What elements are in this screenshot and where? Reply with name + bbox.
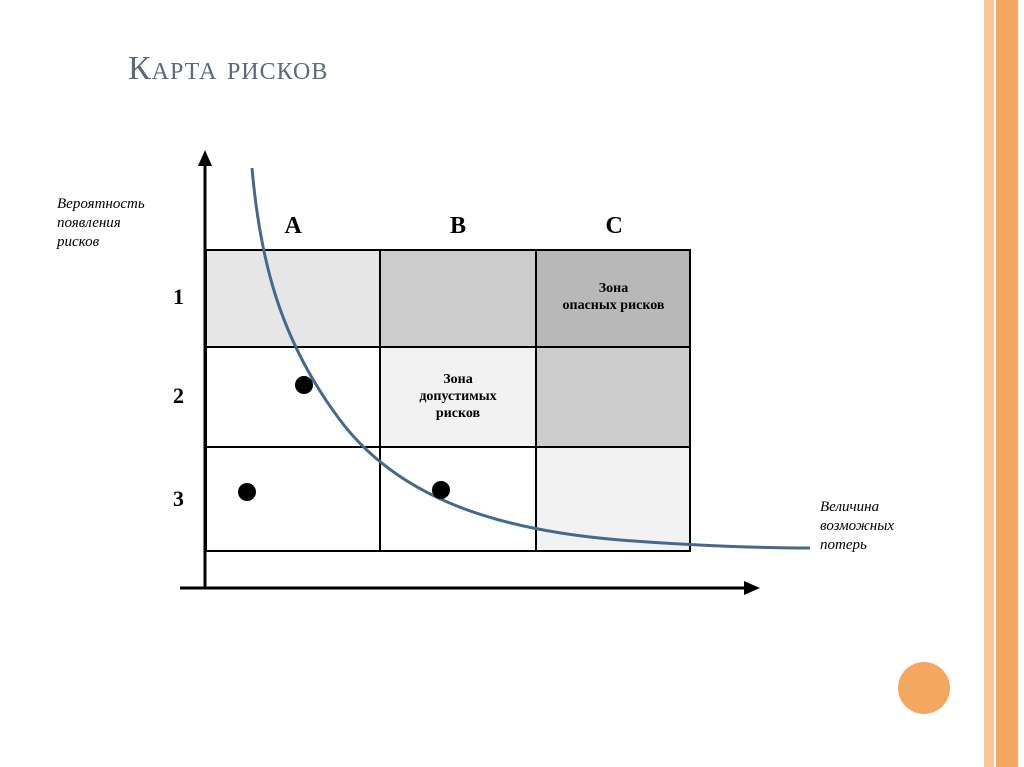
matrix-cell (380, 249, 536, 347)
column-label: C (606, 213, 623, 240)
page-title: Карта рисков (128, 50, 328, 88)
column-label: B (450, 213, 466, 240)
matrix-cell: Зонаопасных рисков (536, 249, 691, 347)
matrix-cell-label: Зонадопустимыхрисков (381, 372, 535, 422)
decor-stripe-1 (984, 0, 994, 767)
matrix-cell (205, 249, 380, 347)
matrix-cell: Зонадопустимыхрисков (380, 347, 536, 447)
matrix-cell (536, 447, 691, 552)
matrix-cell (536, 347, 691, 447)
decor-circle (898, 662, 950, 714)
decor-stripe-2 (996, 0, 1018, 767)
column-label: A (285, 213, 302, 240)
row-label: 3 (173, 486, 184, 512)
slide: Карта рисков Вероятностьпоявлениярисков … (0, 0, 1024, 767)
matrix-cell (205, 447, 380, 552)
matrix-cell-label: Зонаопасных рисков (537, 281, 690, 315)
x-axis-label: Величинавозможныхпотерь (820, 498, 894, 554)
row-label: 1 (173, 284, 184, 310)
row-label: 2 (173, 383, 184, 409)
matrix-cell (380, 447, 536, 552)
y-axis-label: Вероятностьпоявлениярисков (57, 195, 145, 251)
matrix-cell (205, 347, 380, 447)
